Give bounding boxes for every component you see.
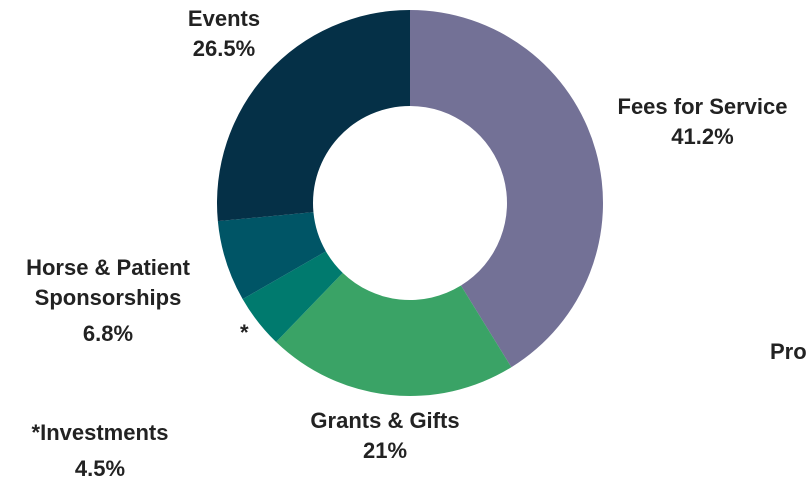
category-label: Grants & Gifts <box>310 408 460 433</box>
annotation: * <box>240 320 249 345</box>
category-label: Horse & Patient Sponsorships <box>26 255 190 310</box>
donut-slice <box>276 272 512 396</box>
category-label: *Investments <box>31 420 169 445</box>
donut-slice <box>217 212 326 300</box>
value-label: 6.8% <box>82 321 134 346</box>
value-label: 41.2% <box>671 124 734 149</box>
value-label: 4.5% <box>74 456 126 481</box>
category-label: Events <box>187 6 261 31</box>
slice-label: Horse & Patient Sponsorships 6.8% <box>3 253 213 349</box>
slice-label: *Investments 4.5% <box>0 418 200 484</box>
value-label: 26.5% <box>192 36 256 61</box>
annotation: Pro <box>770 339 807 364</box>
slice-label: Fees for Service 41.2% <box>597 92 808 152</box>
slice-label: Grants & Gifts 21% <box>265 406 505 466</box>
donut-slice <box>242 251 343 343</box>
donut-slice <box>410 10 603 368</box>
donut-slice <box>216 10 410 222</box>
slice-label: Events 26.5% <box>124 4 324 64</box>
value-label: 21% <box>362 438 408 463</box>
category-label: Fees for Service <box>617 94 788 119</box>
